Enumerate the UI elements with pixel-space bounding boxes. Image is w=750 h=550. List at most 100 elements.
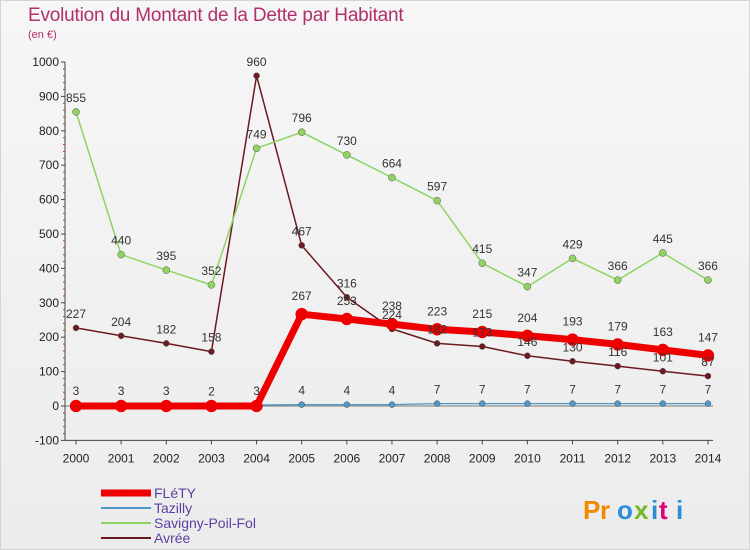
data-label: 4 — [298, 384, 305, 398]
data-point — [72, 108, 80, 116]
data-label: 193 — [563, 315, 583, 329]
x-tick-label: 2014 — [695, 451, 722, 465]
y-tick-label: 800 — [39, 124, 59, 138]
chart-title: Evolution du Montant de la Dette par Hab… — [28, 5, 404, 26]
data-label: 366 — [608, 259, 628, 273]
x-tick-label: 2011 — [560, 451, 586, 465]
data-point — [659, 400, 667, 407]
data-point — [163, 340, 170, 347]
legend-label: FLéTY — [154, 485, 197, 501]
data-point — [614, 362, 621, 370]
data-point — [253, 72, 260, 80]
data-label: 253 — [337, 294, 357, 308]
data-point — [343, 401, 351, 408]
data-point — [433, 340, 441, 347]
data-point — [117, 332, 125, 340]
data-point — [476, 325, 489, 339]
data-point — [162, 266, 171, 274]
data-label: 597 — [427, 180, 447, 194]
data-label: 2 — [208, 384, 215, 398]
y-tick-label: 900 — [39, 89, 59, 103]
data-point — [704, 372, 712, 380]
data-label: 730 — [337, 134, 357, 148]
data-label: 429 — [563, 237, 583, 251]
data-point — [569, 358, 576, 365]
logo-letter: i — [651, 495, 658, 525]
data-label: 130 — [563, 340, 583, 354]
data-label: 227 — [66, 307, 86, 321]
data-label: 267 — [292, 289, 312, 303]
data-point — [430, 323, 444, 336]
data-label: 395 — [156, 249, 176, 263]
data-point — [343, 151, 351, 159]
data-point — [433, 196, 441, 205]
data-point — [524, 400, 531, 407]
x-tick-label: 2005 — [288, 451, 315, 465]
data-label: 7 — [614, 383, 621, 397]
data-label: 146 — [517, 335, 537, 349]
logo-letter: t — [659, 495, 668, 525]
x-tick-label: 2004 — [243, 451, 270, 465]
data-point — [72, 324, 80, 332]
data-label: 960 — [247, 55, 267, 69]
data-point — [704, 276, 712, 284]
logo-letter: r — [600, 495, 610, 525]
data-label: 3 — [163, 384, 170, 398]
data-label: 4 — [343, 384, 350, 398]
y-tick-label: 700 — [39, 158, 59, 172]
x-tick-label: 2002 — [153, 451, 180, 465]
data-label: 7 — [479, 383, 486, 397]
data-point — [659, 249, 667, 257]
x-tick-label: 2010 — [514, 451, 541, 465]
data-point — [208, 348, 215, 355]
data-label: 182 — [156, 322, 176, 336]
data-label: 173 — [472, 325, 492, 339]
y-tick-label: 500 — [39, 227, 59, 241]
data-point — [568, 254, 577, 263]
y-tick-label: 0 — [52, 399, 59, 413]
logo-letter: P — [583, 495, 600, 525]
data-point — [701, 349, 715, 362]
logo-letter: o — [617, 495, 633, 525]
y-tick-label: 100 — [39, 365, 59, 379]
data-label: 440 — [111, 234, 131, 248]
x-tick-label: 2001 — [108, 451, 135, 465]
legend-label: Avrée — [154, 530, 191, 546]
x-tick-label: 2003 — [198, 451, 225, 465]
data-label: 101 — [653, 350, 673, 364]
data-label: 352 — [201, 264, 221, 278]
logo-letter: i — [676, 495, 683, 525]
x-tick-label: 2006 — [333, 451, 360, 465]
data-point — [566, 333, 579, 346]
x-tick-label: 2012 — [604, 451, 631, 465]
x-tick-label: 2000 — [63, 451, 90, 465]
data-label: 3 — [118, 384, 125, 398]
data-point — [613, 276, 622, 284]
data-label: 467 — [292, 224, 312, 238]
legend-label: Savigny-Poil-Fol — [154, 515, 256, 531]
logo-letter: x — [634, 495, 649, 525]
data-label: 158 — [201, 331, 221, 345]
y-tick-label: 1000 — [32, 55, 59, 69]
data-point — [479, 400, 486, 407]
legend-label: Tazilly — [154, 500, 192, 516]
data-point — [433, 400, 441, 407]
data-label: 224 — [382, 308, 402, 322]
data-label: 7 — [434, 383, 441, 397]
data-label: 7 — [524, 383, 531, 397]
data-point — [614, 400, 621, 407]
data-label: 7 — [569, 383, 576, 397]
data-point — [160, 399, 173, 413]
data-label: 204 — [517, 311, 537, 325]
data-point — [295, 307, 308, 321]
data-label: 316 — [337, 276, 357, 290]
y-tick-label: 300 — [39, 296, 59, 310]
y-tick-label: -100 — [35, 433, 59, 447]
data-label: 116 — [608, 345, 627, 359]
data-point — [297, 128, 306, 136]
data-point — [611, 338, 624, 351]
data-point — [298, 242, 305, 249]
data-point — [69, 399, 83, 413]
data-label: 147 — [698, 330, 718, 344]
